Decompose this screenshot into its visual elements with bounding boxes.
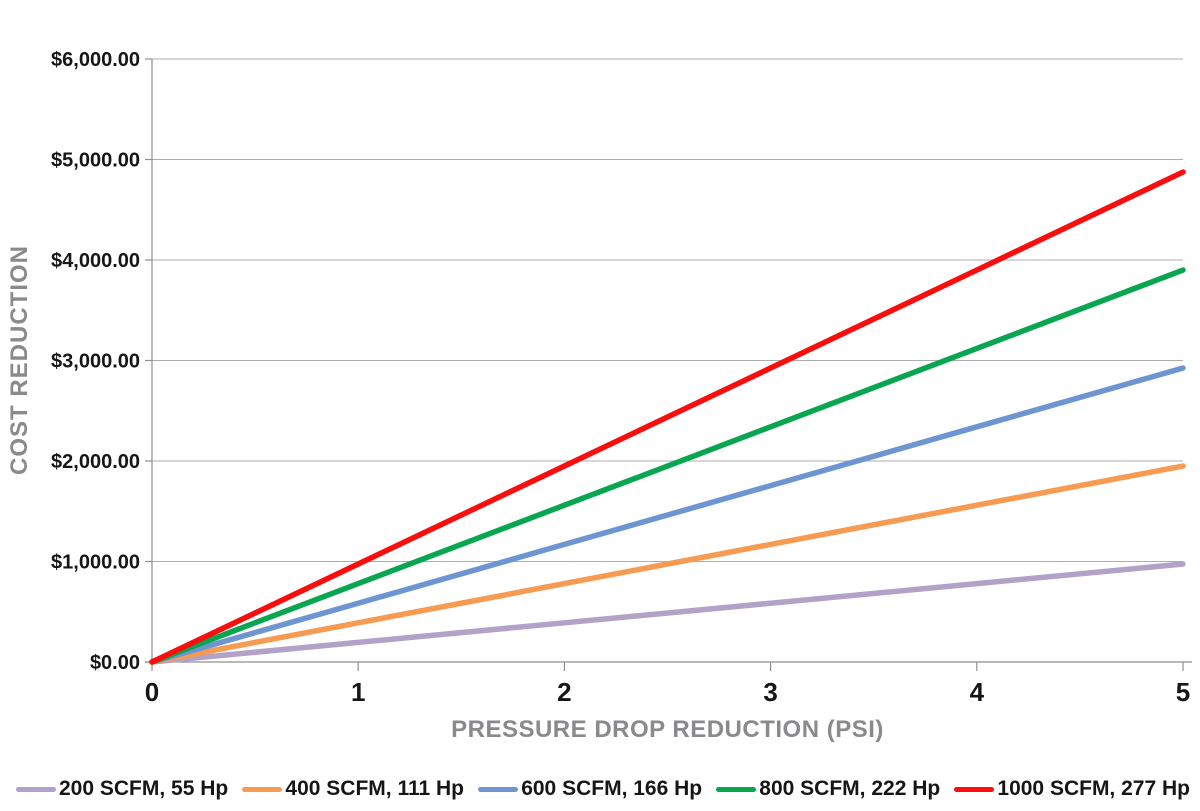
legend-swatch-1000-scfm-277-hp bbox=[954, 786, 995, 792]
series-line-1000-scfm-277-hp bbox=[149, 169, 1186, 665]
legend-item-400-scfm-111-hp: 400 SCFM, 111 Hp bbox=[242, 777, 464, 801]
legend-label: 200 SCFM, 55 Hp bbox=[59, 777, 229, 800]
legend-item-600-scfm-166-hp: 600 SCFM, 166 Hp bbox=[478, 777, 702, 801]
legend-label: 1000 SCFM, 277 Hp bbox=[997, 777, 1190, 800]
series-line-200-scfm-55-hp bbox=[149, 561, 1186, 665]
legend-label: 600 SCFM, 166 Hp bbox=[521, 777, 703, 800]
series-line-400-scfm-111-hp bbox=[149, 463, 1186, 665]
legend-swatch-800-scfm-222-hp bbox=[716, 786, 757, 792]
x-axis-title: PRESSURE DROP REDUCTION (PSI) bbox=[451, 716, 884, 743]
legend-item-800-scfm-222-hp: 800 SCFM, 222 Hp bbox=[716, 777, 940, 801]
x-tick-label: 3 bbox=[763, 677, 777, 707]
legend-swatch-400-scfm-111-hp bbox=[242, 786, 283, 792]
y-tick-label: $6,000.00 bbox=[51, 49, 140, 71]
y-tick-label: $0.00 bbox=[90, 652, 140, 674]
series-line-600-scfm-166-hp bbox=[149, 365, 1186, 665]
x-tick-label: 4 bbox=[970, 677, 985, 707]
legend-label: 400 SCFM, 111 Hp bbox=[285, 777, 465, 800]
y-tick-label: $4,000.00 bbox=[51, 250, 140, 272]
legend-swatch-200-scfm-55-hp bbox=[16, 786, 56, 792]
y-tick-label: $1,000.00 bbox=[51, 552, 140, 574]
x-tick-label: 1 bbox=[351, 677, 365, 707]
plot-area: $0.00 $1,000.00 $2,000.00 $3,000.00 $4,000.0… bbox=[51, 49, 1192, 707]
legend-item-200-scfm-55-hp: 200 SCFM, 55 Hp bbox=[16, 777, 228, 801]
legend: 200 SCFM, 55 Hp 400 SCFM, 111 Hp 600 SCFM,… bbox=[16, 772, 1190, 806]
x-tick-label: 2 bbox=[557, 677, 571, 707]
x-tick-label: 0 bbox=[145, 677, 159, 707]
y-tick-label: $2,000.00 bbox=[51, 451, 140, 473]
x-tick-label: 5 bbox=[1176, 677, 1190, 707]
legend-swatch-600-scfm-166-hp bbox=[478, 786, 519, 792]
legend-item-1000-scfm-277-hp: 1000 SCFM, 277 Hp bbox=[954, 777, 1190, 801]
series-line-800-scfm-222-hp bbox=[149, 267, 1186, 665]
y-tick-label: $3,000.00 bbox=[51, 351, 140, 373]
legend-label: 800 SCFM, 222 Hp bbox=[759, 777, 941, 800]
y-tick-label: $5,000.00 bbox=[51, 150, 140, 172]
